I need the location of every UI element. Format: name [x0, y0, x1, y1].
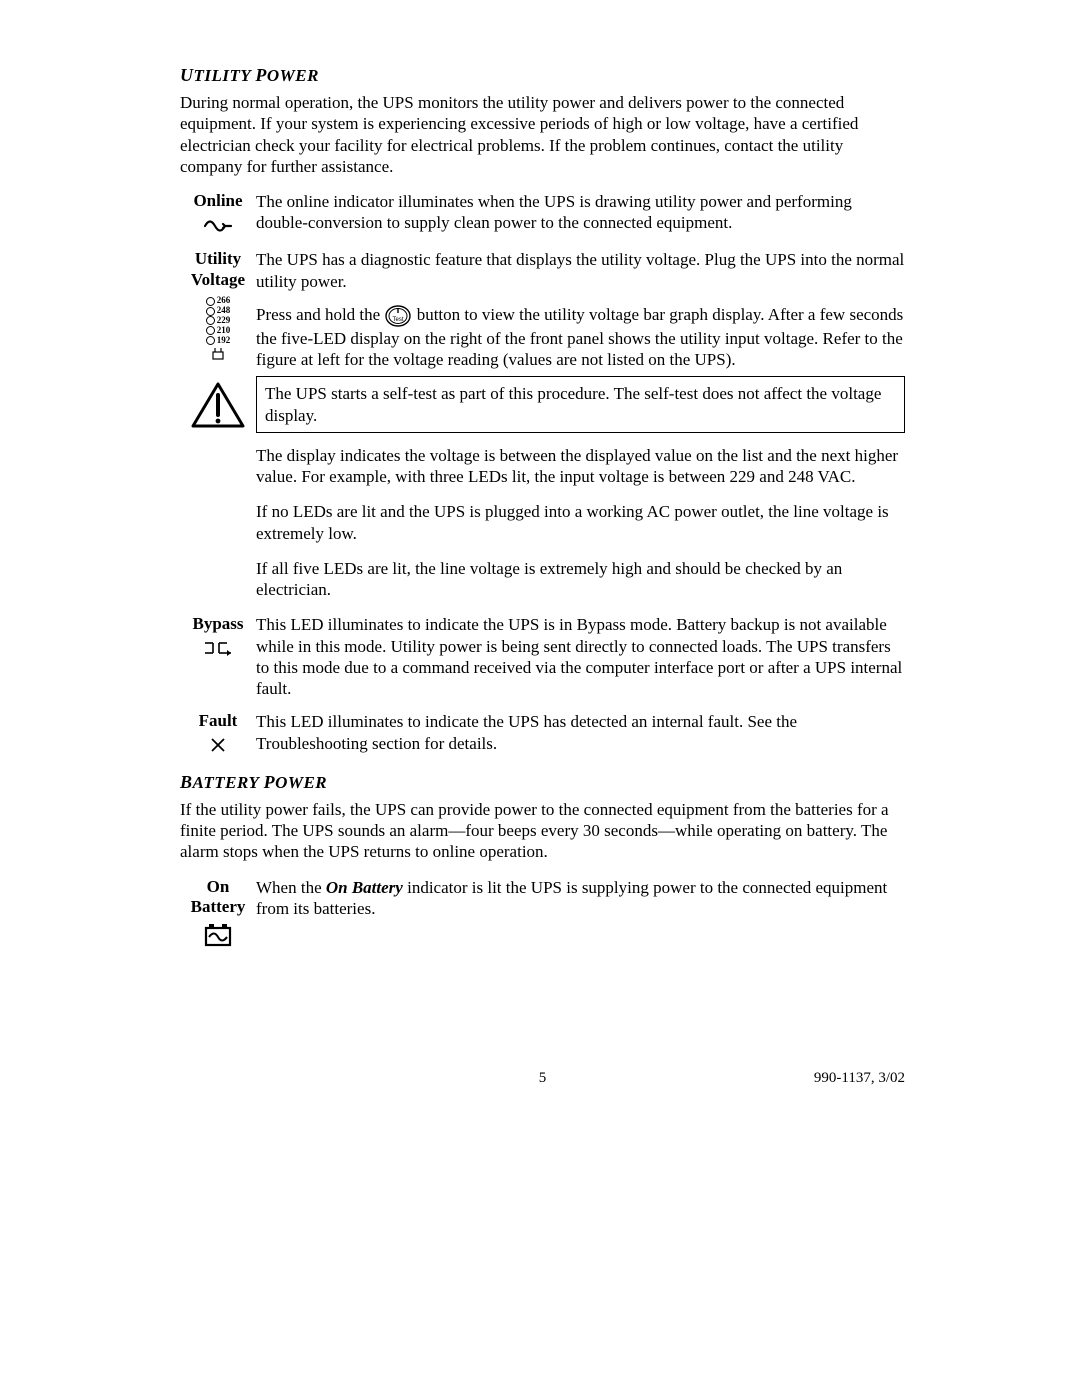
- label-online: Online: [180, 191, 256, 237]
- bypass-icon: [180, 639, 256, 657]
- intro-battery-power: If the utility power fails, the UPS can …: [180, 799, 905, 863]
- fault-icon: [180, 736, 256, 754]
- online-icon: [180, 215, 256, 237]
- desc-utility-voltage-cont: The display indicates the voltage is bet…: [256, 445, 905, 601]
- doc-id: 990-1137, 3/02: [814, 1070, 905, 1087]
- heading-battery-power: BATTERY POWER: [180, 772, 905, 793]
- plug-icon: [211, 348, 225, 360]
- heading-utility-power: UTILITY POWER: [180, 65, 905, 86]
- row-online: Online The online indicator illuminates …: [180, 191, 905, 237]
- page-number: 5: [539, 1070, 547, 1087]
- voltage-level-list: 266 248 229 210 192: [206, 296, 231, 345]
- label-on-battery: On Battery: [180, 877, 256, 948]
- intro-utility-power: During normal operation, the UPS monitor…: [180, 92, 905, 177]
- desc-on-battery: When the On Battery indicator is lit the…: [256, 877, 905, 920]
- svg-text:Test: Test: [393, 317, 404, 323]
- document-page: UTILITY POWER During normal operation, t…: [0, 0, 1080, 1397]
- note-box: The UPS starts a self-test as part of th…: [256, 376, 905, 433]
- label-utility-voltage: Utility Voltage 266 248 229 210 192: [180, 249, 256, 359]
- caution-icon: [180, 376, 256, 433]
- on-battery-icon: [180, 922, 256, 948]
- note-selftest: The UPS starts a self-test as part of th…: [180, 376, 905, 433]
- test-button-icon: Test: [384, 304, 412, 328]
- page-footer: 5 990-1137, 3/02: [180, 1070, 905, 1087]
- row-bypass: Bypass This LED illuminates to indicate …: [180, 614, 905, 699]
- row-fault: Fault This LED illuminates to indicate t…: [180, 711, 905, 754]
- desc-bypass: This LED illuminates to indicate the UPS…: [256, 614, 905, 699]
- desc-online: The online indicator illuminates when th…: [256, 191, 905, 234]
- row-utility-voltage: Utility Voltage 266 248 229 210 192 The …: [180, 249, 905, 370]
- desc-fault: This LED illuminates to indicate the UPS…: [256, 711, 905, 754]
- label-fault: Fault: [180, 711, 256, 753]
- label-bypass: Bypass: [180, 614, 256, 656]
- row-on-battery: On Battery When the On Battery indicator…: [180, 877, 905, 948]
- desc-utility-voltage: The UPS has a diagnostic feature that di…: [256, 249, 905, 370]
